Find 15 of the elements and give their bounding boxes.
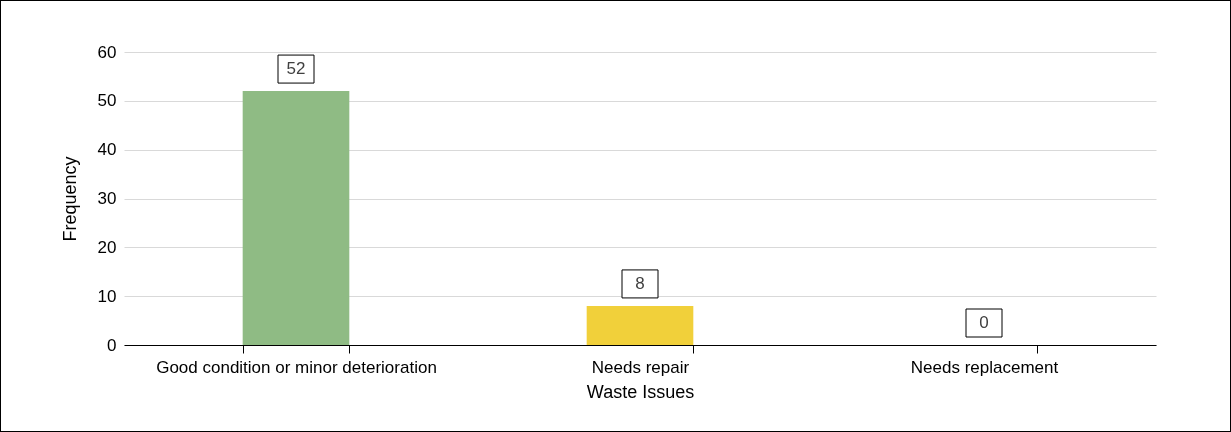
data-label: 0 (979, 313, 989, 332)
y-tick-label: 50 (97, 91, 117, 111)
x-tick-label: Needs replacement (910, 357, 1059, 377)
x-tick-label: Needs repair (591, 357, 690, 377)
y-tick-label: 20 (97, 237, 117, 257)
x-tick-label: Good condition or minor deterioration (156, 357, 437, 377)
data-label: 52 (286, 59, 306, 79)
y-tick-label: 0 (107, 335, 117, 355)
y-tick-label: 60 (97, 42, 117, 62)
y-tick-label: 30 (97, 189, 117, 208)
data-label: 8 (635, 273, 645, 293)
y-tick-label: 40 (97, 140, 117, 160)
y-axis-title: Frequency (59, 156, 80, 242)
y-tick-label: 10 (97, 286, 117, 306)
x-axis-title: Waste Issues (586, 381, 695, 402)
